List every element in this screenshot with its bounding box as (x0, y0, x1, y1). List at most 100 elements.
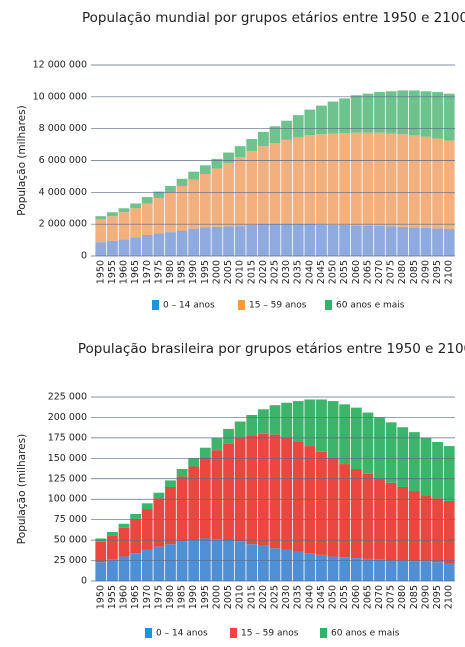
bar-segment (362, 412, 374, 474)
bar-segment (118, 523, 130, 528)
x-tick-label: 2000 (211, 260, 222, 284)
bar-segment (339, 98, 351, 133)
bar-segment (443, 563, 455, 581)
bar-segment (316, 399, 327, 452)
bar-segment (153, 233, 165, 256)
legend-swatch (145, 628, 152, 638)
x-tick-label: 2045 (316, 260, 327, 284)
x-tick-label: 1995 (200, 260, 211, 284)
bar-segment (223, 162, 234, 227)
x-tick-label: 2075 (386, 585, 397, 609)
bar-segment (188, 458, 200, 467)
x-tick-label: 2040 (304, 585, 315, 609)
bar-segment (316, 451, 327, 555)
y-tick-label: 12 000 000 (33, 60, 87, 71)
x-tick-label: 2100 (444, 585, 455, 609)
x-tick-label: 2055 (339, 585, 350, 609)
bar-segment (211, 158, 223, 169)
x-tick-label: 2040 (304, 260, 315, 284)
bar-segment (118, 212, 130, 240)
bar-segment (176, 230, 188, 256)
bar-segment (420, 437, 432, 496)
bar-segment (234, 146, 246, 158)
bar-segment (246, 414, 258, 436)
x-tick-label: 2020 (258, 260, 269, 284)
y-tick-label: 25 000 (54, 555, 87, 566)
bar-segment (385, 133, 397, 227)
bar-segment (257, 545, 269, 581)
bar-segment (130, 518, 142, 554)
bar-segment (420, 91, 432, 137)
bar-segment (234, 437, 246, 542)
bar-segment (130, 203, 142, 209)
bar-segment (269, 126, 281, 143)
bar-segment (153, 498, 165, 547)
bar-segment (443, 446, 455, 501)
bar-segment (432, 498, 443, 563)
bar-segment (211, 226, 223, 256)
bar-segment (199, 457, 211, 539)
x-tick-label: 2065 (362, 260, 373, 284)
bar-segment (362, 93, 374, 133)
bar-segment (385, 560, 397, 581)
y-tick-label: 2 000 000 (39, 219, 87, 230)
bar-segment (292, 441, 304, 552)
bar-segment (211, 168, 223, 227)
bar-segment (374, 132, 385, 226)
bar-segment (408, 561, 420, 581)
bar-segment (107, 559, 118, 581)
legend-label: 60 anos e mais (331, 629, 400, 639)
bar-segment (327, 556, 339, 581)
bar-segment (141, 549, 153, 581)
x-tick-label: 2025 (270, 585, 281, 609)
bar-segment (95, 216, 107, 220)
x-tick-label: 2025 (270, 260, 281, 284)
bar-segment (153, 191, 165, 198)
bar-segment (246, 224, 258, 256)
legend-swatch (320, 628, 327, 638)
x-tick-label: 2085 (409, 260, 420, 284)
bar-segment (385, 422, 397, 483)
bar-segment (188, 228, 200, 256)
bar-segment (107, 216, 118, 241)
bar-segment (385, 91, 397, 134)
bar-segment (397, 134, 409, 227)
bar-segment (199, 165, 211, 175)
x-tick-label: 2050 (328, 585, 339, 609)
bar-segment (269, 434, 281, 549)
bar-segment (95, 219, 107, 243)
bar-segment (199, 227, 211, 256)
bar-segment (350, 468, 362, 559)
bar-segment (432, 562, 443, 581)
x-tick-label: 2095 (432, 260, 443, 284)
x-tick-label: 2085 (409, 585, 420, 609)
bar-segment (281, 224, 293, 256)
x-tick-label: 2060 (351, 260, 362, 284)
bar-segment (304, 446, 316, 554)
bar-segment (327, 401, 339, 459)
bar-segment (316, 134, 327, 225)
bar-segment (339, 404, 351, 465)
bar-segment (327, 224, 339, 256)
legend-label: 60 anos e mais (336, 301, 405, 311)
x-tick-label: 1980 (165, 260, 176, 284)
legend-swatch (152, 300, 159, 310)
bar-segment (257, 131, 269, 147)
bar-segment (107, 240, 118, 256)
bar-segment (432, 138, 443, 229)
bar-segment (153, 492, 165, 499)
bar-segment (432, 92, 443, 139)
bar-segment (269, 224, 281, 256)
bar-segment (327, 101, 339, 134)
bar-segment (188, 171, 200, 180)
x-tick-label: 2010 (235, 585, 246, 609)
chart-title: População mundial por grupos etários ent… (82, 10, 465, 26)
bar-segment (385, 226, 397, 256)
bar-segment (292, 115, 304, 138)
x-tick-label: 2070 (374, 585, 385, 609)
x-tick-label: 2000 (211, 585, 222, 609)
y-tick-label: 6 000 000 (39, 155, 87, 166)
bar-segment (408, 90, 420, 136)
bar-segment (397, 486, 409, 561)
bar-segment (269, 142, 281, 225)
